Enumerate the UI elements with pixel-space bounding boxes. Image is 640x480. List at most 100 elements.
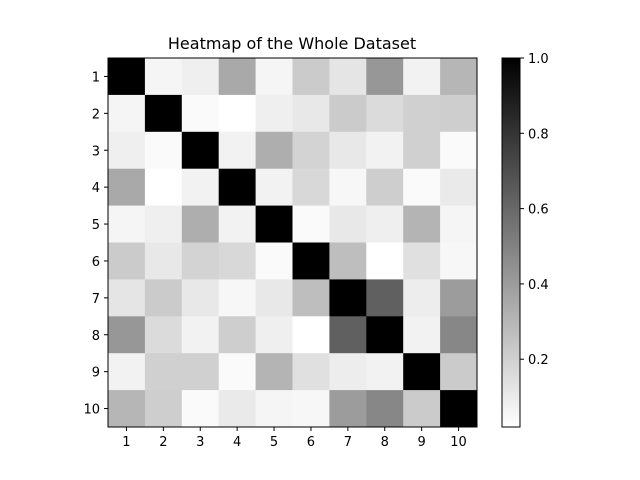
heatmap-cell bbox=[255, 131, 293, 170]
x-tick-label: 6 bbox=[307, 435, 315, 450]
x-tick-label: 1 bbox=[122, 435, 130, 450]
x-tick-label: 2 bbox=[159, 435, 167, 450]
chart-title: Heatmap of the Whole Dataset bbox=[168, 34, 416, 53]
heatmap-cell bbox=[440, 353, 478, 391]
heatmap-cell bbox=[181, 205, 220, 243]
heatmap-cell bbox=[144, 316, 183, 354]
heatmap-cell bbox=[218, 279, 257, 317]
colorbar-tick-label: 0.4 bbox=[528, 278, 549, 293]
heatmap-cell bbox=[181, 94, 220, 133]
heatmap-cell bbox=[440, 316, 478, 354]
heatmap-cell bbox=[403, 242, 441, 280]
heatmap-cell bbox=[329, 94, 367, 133]
y-tick-label: 8 bbox=[92, 329, 100, 344]
heatmap-cell bbox=[144, 205, 183, 243]
heatmap-cell bbox=[255, 242, 293, 280]
x-tick-label: 8 bbox=[381, 435, 389, 450]
heatmap-cell bbox=[292, 131, 330, 170]
heatmap-cell bbox=[292, 316, 330, 354]
heatmap-cell bbox=[181, 131, 220, 170]
heatmap-cell bbox=[440, 205, 478, 243]
heatmap-cell bbox=[144, 58, 183, 96]
x-tick-label: 7 bbox=[344, 435, 352, 450]
heatmap-cell bbox=[329, 205, 367, 243]
heatmap-cell bbox=[144, 168, 183, 207]
heatmap-cell bbox=[292, 390, 330, 428]
heatmap-cell bbox=[108, 168, 146, 207]
colorbar bbox=[501, 57, 521, 428]
colorbar-tick-label: 1.0 bbox=[528, 52, 549, 67]
heatmap-cell bbox=[181, 279, 220, 317]
heatmap-cell bbox=[218, 131, 257, 170]
heatmap-cell bbox=[329, 279, 367, 317]
heatmap-cell bbox=[181, 390, 220, 428]
y-tick-label: 6 bbox=[92, 255, 100, 270]
heatmap-cell bbox=[218, 242, 257, 280]
heatmap-cell bbox=[144, 131, 183, 170]
y-tick-label: 4 bbox=[92, 181, 100, 196]
heatmap-cell bbox=[366, 279, 404, 317]
heatmap-cell bbox=[366, 390, 404, 428]
heatmap-cell bbox=[329, 58, 367, 96]
heatmap-cell bbox=[329, 316, 367, 354]
y-tick-label: 10 bbox=[83, 403, 100, 418]
heatmap-cell bbox=[144, 242, 183, 280]
heatmap-cell bbox=[255, 58, 293, 96]
heatmap-cell bbox=[292, 353, 330, 391]
heatmap-cell bbox=[366, 242, 404, 280]
heatmap-cell bbox=[292, 242, 330, 280]
heatmap-cell bbox=[440, 390, 478, 428]
heatmap-cell bbox=[329, 353, 367, 391]
heatmap-cell bbox=[292, 58, 330, 96]
heatmap-cell bbox=[108, 58, 146, 96]
heatmap-cell bbox=[440, 279, 478, 317]
heatmap-cell bbox=[218, 58, 257, 96]
x-tick-label: 10 bbox=[450, 435, 467, 450]
y-tick-label: 1 bbox=[92, 70, 100, 85]
heatmap-cell bbox=[218, 390, 257, 428]
plot-frame bbox=[107, 57, 478, 428]
heatmap-cell bbox=[108, 316, 146, 354]
heatmap-cell bbox=[218, 94, 257, 133]
x-axis: 1 2 3 4 5 6 7 8 9 10 bbox=[122, 427, 467, 450]
heatmap-cell bbox=[144, 390, 183, 428]
heatmap-cell bbox=[144, 279, 183, 317]
y-tick-label: 2 bbox=[92, 107, 100, 122]
heatmap-cell bbox=[440, 168, 478, 207]
heatmap-cell bbox=[329, 131, 367, 170]
heatmap-cell bbox=[255, 94, 293, 133]
heatmap-cell bbox=[329, 390, 367, 428]
heatmap-cell bbox=[292, 168, 330, 207]
heatmap-cell bbox=[218, 168, 257, 207]
colorbar-tick-label: 0.2 bbox=[528, 353, 549, 368]
heatmap-cell bbox=[366, 316, 404, 354]
x-tick-label: 9 bbox=[418, 435, 426, 450]
heatmap-cell bbox=[108, 242, 146, 280]
x-tick-label: 4 bbox=[233, 435, 241, 450]
heatmap-cell bbox=[255, 279, 293, 317]
heatmap-cell bbox=[255, 316, 293, 354]
heatmap-cells bbox=[108, 58, 478, 428]
heatmap-cell bbox=[181, 353, 220, 391]
heatmap-cell bbox=[440, 94, 478, 133]
heatmap-cell bbox=[366, 58, 404, 96]
y-axis: 1 2 3 4 5 6 7 8 9 10 bbox=[83, 70, 108, 418]
heatmap-cell bbox=[403, 131, 441, 170]
heatmap-cell bbox=[108, 131, 146, 170]
y-tick-label: 7 bbox=[92, 292, 100, 307]
heatmap-cell bbox=[366, 131, 404, 170]
heatmap-cell bbox=[329, 168, 367, 207]
colorbar-axis: 0.2 0.4 0.6 0.8 1.0 bbox=[520, 52, 549, 368]
heatmap-cell bbox=[255, 168, 293, 207]
heatmap-cell bbox=[181, 168, 220, 207]
heatmap-cell bbox=[255, 353, 293, 391]
heatmap-cell bbox=[108, 279, 146, 317]
heatmap-cell bbox=[181, 316, 220, 354]
heatmap-cell bbox=[108, 205, 146, 243]
heatmap-cell bbox=[255, 205, 293, 243]
colorbar-tick-label: 0.6 bbox=[528, 203, 549, 218]
heatmap-cell bbox=[292, 279, 330, 317]
heatmap-cell bbox=[403, 279, 441, 317]
heatmap-cell bbox=[403, 353, 441, 391]
